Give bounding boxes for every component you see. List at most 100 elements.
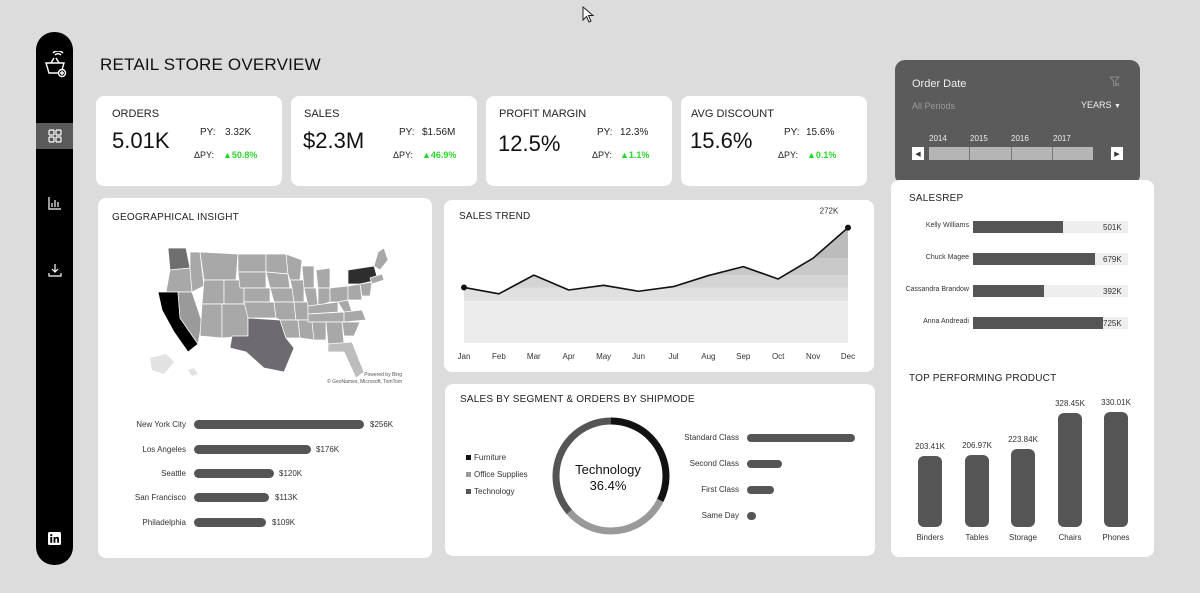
product-category-label: Binders [916,533,944,542]
linkedin-icon[interactable] [36,525,73,551]
shipmode-bar[interactable] [747,460,782,468]
rep-bar [973,285,1044,297]
kpi-py-value: 3.32K [225,127,252,138]
timeline-right-arrow-icon[interactable]: ▶ [1111,147,1123,160]
shipmode-bar[interactable] [747,486,774,494]
sales-trend-card: SALES TREND 272K Jan Feb Mar Apr May Jun Jul Aug… [444,200,874,372]
download-icon[interactable] [36,257,73,283]
timeline-left-arrow-icon[interactable]: ◀ [912,147,924,160]
segment-donut-chart[interactable] [549,414,673,538]
legend-item[interactable]: Office Supplies [466,470,528,479]
product-value-label: 203.41K [915,442,945,451]
slicer-year[interactable]: 2016 [1011,134,1029,143]
rep-name: Cassandra Brandow [905,286,969,293]
slicer-year[interactable]: 2015 [970,134,988,143]
city-label: Philadelphia [142,518,186,527]
kpi-value: 5.01K [112,128,170,153]
kpi-value: 15.6% [690,128,753,153]
trend-month-label: Apr [563,352,576,361]
order-date-slicer[interactable]: Order Date All Periods YEARS ▼ 2014 2015… [895,60,1140,185]
trend-point[interactable] [845,224,851,231]
donut-center-name: Technology [575,462,641,477]
trend-month-label: Sep [736,352,751,361]
city-bar[interactable] [194,518,266,527]
city-bar[interactable] [194,420,364,429]
city-value: $109K [272,518,296,527]
product-category-label: Storage [1008,533,1038,542]
rep-bar-track[interactable] [973,285,1128,297]
trend-band [464,287,848,301]
kpi-card-sales: SALES $2.3M PY: $1.56M ΔPY: ▲46.9% [291,96,477,186]
city-bar[interactable] [194,469,274,478]
city-value: $120K [279,469,303,478]
rep-bar [973,253,1095,265]
rep-value: 392K [1103,287,1122,296]
legend-item[interactable]: Technology [466,487,514,496]
trend-band [464,300,848,343]
rep-bar-track[interactable] [973,253,1128,265]
legend-label: Technology [474,487,515,496]
bar-chart-icon[interactable] [36,190,73,216]
shipmode-bar[interactable] [747,512,756,520]
kpi-py-value: 12.3% [620,127,649,138]
donut-slice-office-supplies[interactable] [552,417,670,535]
rep-name: Chuck Magee [925,254,969,261]
legend-item[interactable]: Furniture [466,453,506,462]
legend-swatch [466,472,471,477]
city-value: $256K [370,420,394,429]
product-category-label: Chairs [1058,533,1082,542]
salesrep-title: SALESREP [909,193,964,204]
product-value-label: 330.01K [1101,398,1131,407]
segment-title: SALES BY SEGMENT & ORDERS BY SHIPMODE [460,394,695,405]
kpi-dpy-value: ▲50.8% [223,150,258,160]
product-category-label: Phones [1102,533,1130,542]
product-value-label: 328.45K [1055,399,1085,408]
trend-month-label: May [596,352,611,361]
product-category-label: Tables [965,533,989,542]
kpi-dpy-value: ▲46.9% [422,150,457,160]
rep-bar-track[interactable] [973,221,1128,233]
product-bar[interactable] [918,456,942,527]
product-bar[interactable] [1011,449,1035,527]
city-bar[interactable] [194,493,269,502]
map-credit-line: © GeoNames, Microsoft, TomTom [327,379,402,385]
kpi-dpy-value: ▲1.1% [620,150,650,160]
city-bar[interactable] [194,445,311,454]
rep-bar [973,221,1063,233]
donut-slice-technology[interactable] [552,417,670,535]
kpi-label: PROFIT MARGIN [499,108,587,120]
slicer-year[interactable]: 2017 [1053,134,1071,143]
slicer-title: Order Date [912,78,967,90]
slicer-year[interactable]: 2014 [929,134,947,143]
clear-filter-icon[interactable] [1109,76,1120,87]
kpi-dpy-label: ΔPY: [393,150,414,160]
kpi-py-value: $1.56M [422,127,456,138]
trend-month-label: Jul [668,352,678,361]
kpi-py-label: PY: [784,127,800,138]
product-bar[interactable] [965,455,989,527]
slicer-unit-dropdown[interactable]: YEARS ▼ [1081,100,1121,110]
basket-logo-icon [36,50,73,80]
trend-line[interactable] [463,227,849,295]
product-value-label: 223.84K [1008,435,1038,444]
rep-bar-track[interactable] [973,317,1128,329]
sales-trend-chart[interactable]: 272K Jan Feb Mar Apr May Jun Jul Aug Sep Oct Nov Dec [444,200,874,372]
trend-month-label: Aug [701,352,715,361]
kpi-label: ORDERS [112,108,160,120]
shipmode-bar[interactable] [747,434,855,442]
trend-peak-label: 272K [820,207,839,216]
segment-shipmode-card: SALES BY SEGMENT & ORDERS BY SHIPMODE Fu… [445,384,875,556]
us-map[interactable] [148,240,388,385]
city-value: $176K [316,445,340,454]
geo-insight-card: GEOGRAPHICAL INSIGHT [98,198,432,558]
trend-point[interactable] [461,284,467,291]
kpi-py-label: PY: [200,127,216,138]
city-label: Los Angeles [142,445,186,454]
product-bar[interactable] [1104,412,1128,527]
kpi-dpy-label: ΔPY: [194,150,215,160]
product-bar[interactable] [1058,413,1082,527]
dashboard-grid-icon[interactable] [36,123,73,149]
map-credit: Powered by Bing © GeoNames, Microsoft, T… [298,372,402,386]
timeline-track[interactable] [929,147,1093,160]
city-label: New York City [136,420,186,429]
